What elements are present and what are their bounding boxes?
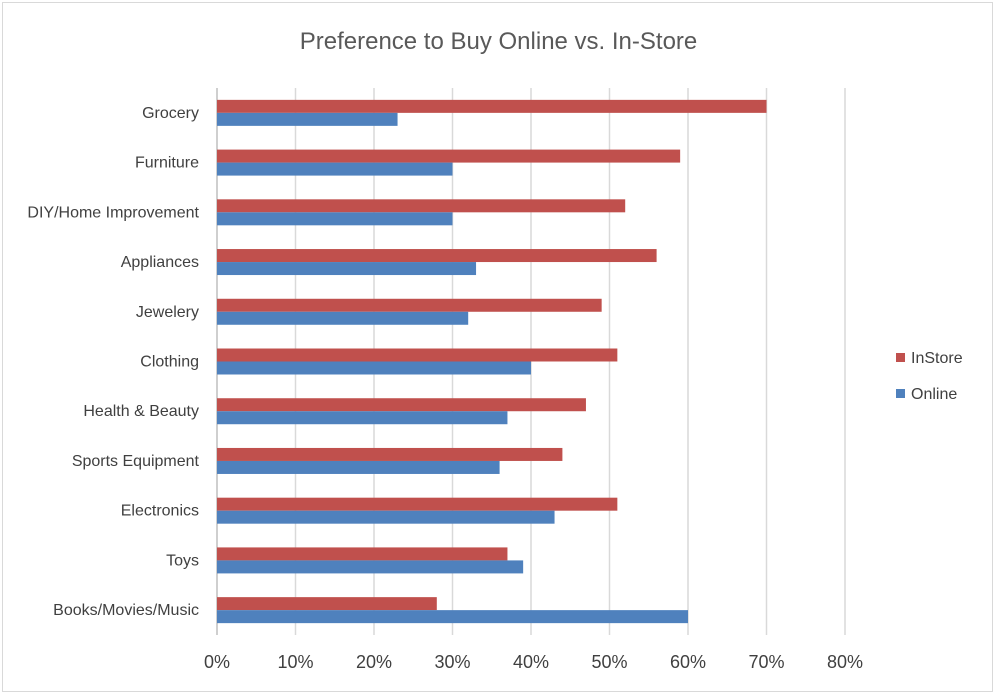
x-tick-label: 50% <box>591 652 627 672</box>
bar-online <box>217 112 398 126</box>
category-labels: Grocery Furniture DIY/Home Improvement Appl… <box>27 105 199 619</box>
legend: InStore Online <box>896 350 963 403</box>
x-tick-label: 40% <box>513 652 549 672</box>
bar-online <box>217 560 524 574</box>
category-label: Toys <box>166 552 199 569</box>
x-tick-label: 80% <box>827 652 863 672</box>
category-label: Books/Movies/Music <box>53 602 199 619</box>
category-label: DIY/Home Improvement <box>27 204 199 221</box>
category-label: Furniture <box>135 155 199 172</box>
bar-instore <box>217 249 657 263</box>
x-tick-label: 10% <box>277 652 313 672</box>
bar-online <box>217 610 688 624</box>
category-label: Sports Equipment <box>72 453 200 470</box>
bar-instore <box>217 497 618 511</box>
x-tick-label: 20% <box>356 652 392 672</box>
legend-label: InStore <box>911 350 963 367</box>
bar-instore <box>217 447 563 461</box>
category-label: Jewelery <box>136 304 199 321</box>
legend-swatch <box>896 389 905 398</box>
category-label: Health & Beauty <box>83 403 199 420</box>
bar-online <box>217 262 477 276</box>
bar-online <box>217 361 531 375</box>
x-tick-label: 0% <box>204 652 230 672</box>
bar-instore <box>217 199 626 213</box>
category-label: Grocery <box>142 105 199 122</box>
bar-instore <box>217 547 508 561</box>
x-tick-label: 70% <box>748 652 784 672</box>
bar-instore <box>217 99 767 113</box>
bar-online <box>217 460 500 474</box>
category-label: Appliances <box>121 254 199 271</box>
x-tick-labels: 0% 10% 20% 30% 40% 50% 60% 70% 80% <box>204 652 863 672</box>
chart-title: Preference to Buy Online vs. In-Store <box>299 28 698 55</box>
bar-online <box>217 510 555 524</box>
x-tick-label: 30% <box>434 652 470 672</box>
legend-swatch <box>896 353 905 362</box>
bar-online <box>217 411 508 425</box>
x-tick-label: 60% <box>670 652 706 672</box>
bar-instore <box>217 348 618 362</box>
bar-online <box>217 162 453 176</box>
bar-instore <box>217 298 602 312</box>
legend-label: Online <box>911 386 957 403</box>
category-label: Clothing <box>140 354 199 371</box>
bar-instore <box>217 398 586 412</box>
bar-instore <box>217 149 681 163</box>
bar-instore <box>217 597 437 611</box>
bar-online <box>217 212 453 226</box>
category-label: Electronics <box>121 503 199 520</box>
bar-online <box>217 311 469 325</box>
bars <box>217 99 767 624</box>
